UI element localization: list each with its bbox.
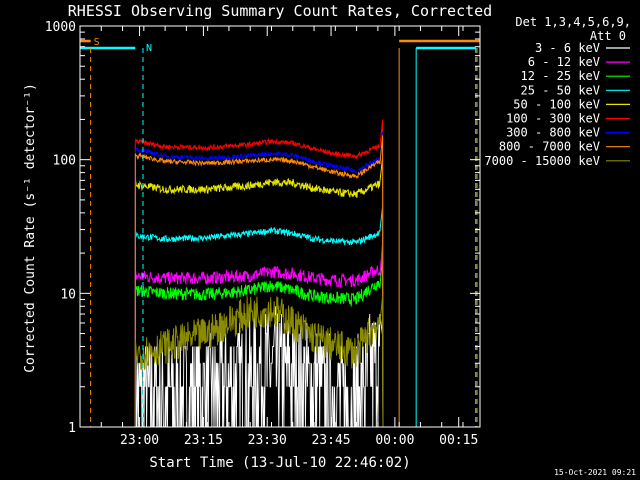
x-tick-label: 23:00: [120, 433, 159, 448]
data-layer: [134, 119, 384, 428]
legend-label: 25 - 50 keV: [521, 83, 600, 97]
y-tick-label: 100: [53, 154, 76, 169]
x-tick-label: 23:15: [184, 433, 223, 448]
x-axis-label: Start Time (13-Jul-10 22:46:02): [149, 455, 410, 471]
legend-label: 100 - 300 keV: [506, 112, 600, 126]
night-flag-label: N: [146, 43, 152, 54]
legend-header-detectors: Det 1,3,4,5,6,9,: [515, 15, 631, 29]
series-line: [134, 119, 384, 428]
legend-label: 12 - 25 keV: [521, 69, 600, 83]
axes-layer: 1 10 100 1000 23:00 23:15 23:30 23:45 00:00 00:15: [45, 20, 481, 448]
y-axis-label: Corrected Count Rate (s⁻¹ detector⁻¹): [23, 83, 38, 373]
x-tick-label: 23:45: [311, 433, 350, 448]
series-line: [134, 295, 384, 428]
legend-label: 800 - 7000 keV: [499, 140, 600, 154]
legend-label: 300 - 800 keV: [506, 126, 600, 140]
saa-flag-label: S: [94, 37, 100, 48]
timestamp: 15-Oct-2021 09:21: [554, 468, 636, 477]
chart-title: RHESSI Observing Summary Count Rates, Co…: [68, 2, 492, 20]
y-tick-label: 10: [60, 287, 76, 302]
series-line: [134, 306, 384, 428]
series-line: [134, 242, 384, 428]
legend-label: 3 - 6 keV: [535, 41, 600, 55]
x-tick-label: 00:15: [439, 433, 478, 448]
series-line: [134, 157, 384, 428]
legend-label: 50 - 100 keV: [513, 97, 600, 111]
series-line: [134, 132, 384, 428]
x-tick-label: 23:30: [248, 433, 287, 448]
legend-label: 6 - 12 keV: [528, 55, 600, 69]
series-line: [134, 206, 384, 428]
x-tick-label: 00:00: [375, 433, 414, 448]
series-line: [134, 135, 384, 428]
plot-frame: [79, 25, 481, 428]
series-line: [134, 255, 384, 428]
legend-label: 7000 - 15000 keV: [484, 154, 600, 168]
y-tick-label: 1: [68, 421, 76, 436]
legend-header-attenuator: Att 0: [590, 29, 626, 43]
y-tick-label: 1000: [45, 20, 76, 35]
